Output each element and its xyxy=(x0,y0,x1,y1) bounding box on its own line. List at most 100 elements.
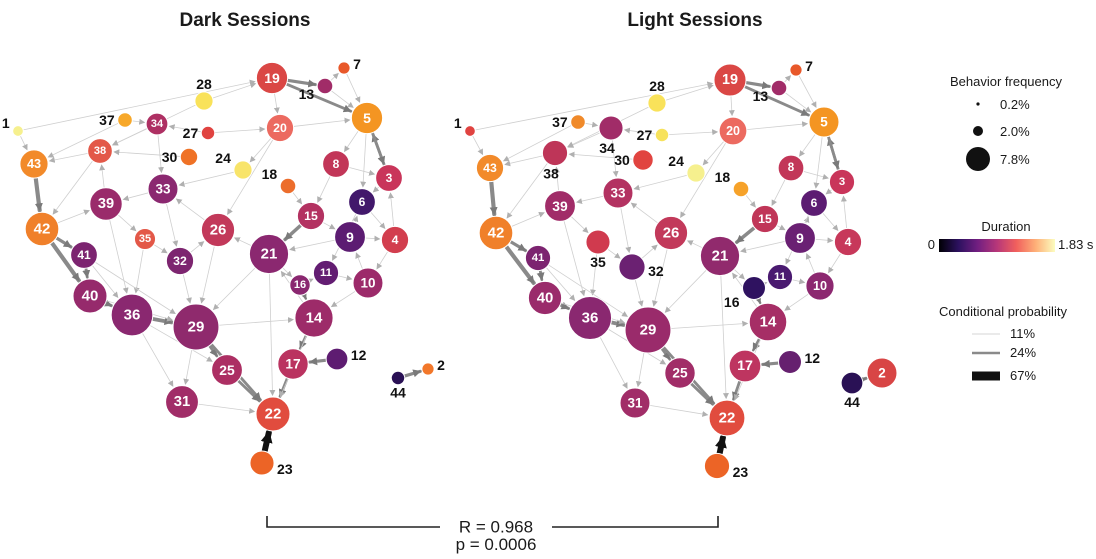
transition-edge xyxy=(508,240,528,253)
transition-edge xyxy=(805,253,815,274)
behavior-node-42: 42 xyxy=(478,215,514,251)
transition-edge xyxy=(474,81,714,131)
node-circle xyxy=(567,295,613,341)
node-label: 34 xyxy=(599,140,615,156)
transition-edge xyxy=(634,279,644,307)
behavior-node-27: 27 xyxy=(183,125,216,141)
transition-edge xyxy=(348,167,376,176)
transition-edge xyxy=(57,209,90,224)
node-label: 42 xyxy=(34,221,51,238)
node-label: 6 xyxy=(359,195,366,209)
transition-edge xyxy=(635,352,645,388)
node-label: 22 xyxy=(719,410,736,427)
behavior-node-21: 21 xyxy=(248,233,290,275)
transition-edge xyxy=(113,149,181,157)
transition-edge xyxy=(109,219,129,294)
transition-edge xyxy=(370,211,386,229)
node-label: 43 xyxy=(27,157,41,171)
behavior-node-10: 10 xyxy=(352,267,384,299)
node-circle xyxy=(110,293,154,337)
node-label: 5 xyxy=(363,110,371,126)
node-circle xyxy=(647,93,667,113)
transition-edge xyxy=(141,332,174,387)
legend-duration-title: Duration xyxy=(981,219,1030,234)
node-circle xyxy=(350,101,384,135)
behavior-node-33: 33 xyxy=(602,177,634,209)
node-label: 33 xyxy=(611,186,626,201)
node-label: 19 xyxy=(722,72,738,88)
bracket-right xyxy=(552,516,719,528)
transition-edge xyxy=(208,344,219,358)
node-label: 25 xyxy=(219,362,235,378)
behavior-node-29: 29 xyxy=(172,303,220,351)
legend-prob-label: 11% xyxy=(1010,326,1035,341)
legend-size-dot xyxy=(973,126,983,136)
behavior-node-13: 13 xyxy=(299,77,334,102)
node-label: 30 xyxy=(614,152,630,168)
behavior-node-17: 17 xyxy=(728,349,762,383)
node-label: 41 xyxy=(77,248,91,262)
transition-edge xyxy=(630,202,659,224)
transition-edge xyxy=(702,140,725,166)
node-label: 32 xyxy=(648,263,664,279)
node-label: 19 xyxy=(264,70,280,86)
transition-edge xyxy=(260,429,273,455)
legend-prob-items: 11% 24% 67% xyxy=(972,326,1036,383)
transition-edge xyxy=(783,75,792,83)
node-circle xyxy=(248,233,290,275)
transition-edge xyxy=(825,188,833,195)
node-circle xyxy=(72,278,108,314)
node-label: 34 xyxy=(151,118,164,130)
transition-edge xyxy=(285,78,317,88)
behavior-node-7: 7 xyxy=(337,56,361,75)
transition-edge xyxy=(545,267,576,301)
behavior-node-17: 17 xyxy=(277,348,309,380)
transition-edge xyxy=(289,239,336,252)
node-label: 18 xyxy=(715,169,731,185)
transition-edge xyxy=(715,434,727,457)
node-circle xyxy=(713,63,747,97)
node-circle xyxy=(255,396,291,432)
node-label: 44 xyxy=(390,385,406,401)
node-circle xyxy=(805,271,835,301)
node-circle xyxy=(475,153,505,183)
transition-edge xyxy=(563,220,586,297)
behavior-node-1: 1 xyxy=(454,115,476,137)
transition-edge xyxy=(197,403,256,414)
transition-edge xyxy=(720,275,729,400)
transition-edge xyxy=(322,222,336,230)
behavior-node-2: 2 xyxy=(866,357,898,389)
transition-edge xyxy=(611,139,619,178)
transition-edge xyxy=(337,274,353,281)
transition-edge xyxy=(293,117,351,127)
behavior-node-25: 25 xyxy=(664,357,696,389)
node-label: 41 xyxy=(532,252,545,264)
node-label: 31 xyxy=(174,394,190,410)
node-label: 36 xyxy=(124,307,141,324)
legend-duration-max: 1.83 s xyxy=(1058,237,1094,252)
behavior-node-32: 32 xyxy=(165,246,195,276)
transition-edge xyxy=(784,92,812,113)
node-label: 25 xyxy=(672,366,688,381)
behavior-node-44: 44 xyxy=(840,371,864,410)
transition-edge xyxy=(689,382,715,406)
transition-edge xyxy=(99,164,106,189)
behavior-node-22: 22 xyxy=(255,396,291,432)
behavior-node-18: 18 xyxy=(715,169,750,198)
transition-edge xyxy=(504,155,544,167)
transition-edge xyxy=(117,214,137,232)
behavior-node-4: 4 xyxy=(833,227,863,257)
transition-edge xyxy=(746,121,809,131)
node-circle xyxy=(602,177,634,209)
node-circle xyxy=(703,452,731,480)
transition-edge xyxy=(166,203,179,247)
node-label: 22 xyxy=(265,406,282,423)
node-circle xyxy=(200,125,216,141)
transition-edge xyxy=(346,73,361,103)
behavior-node-23: 23 xyxy=(703,452,748,480)
transition-edge xyxy=(344,130,359,153)
node-circle xyxy=(524,244,552,272)
node-label: 31 xyxy=(628,396,643,411)
transition-edge xyxy=(82,266,91,279)
node-label: 40 xyxy=(82,288,99,305)
